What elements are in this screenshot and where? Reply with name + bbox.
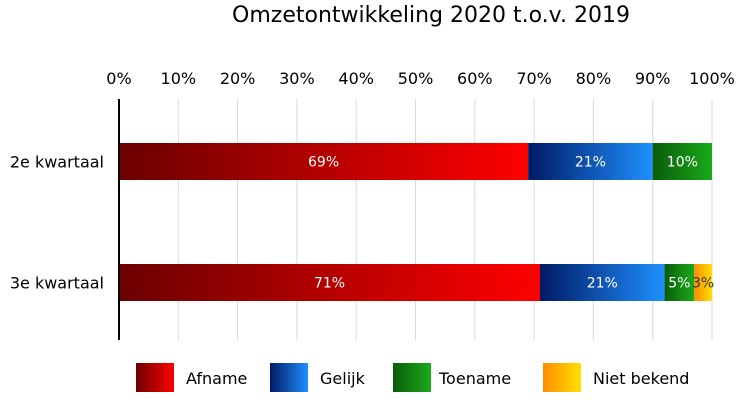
- x-tick-label: 90%: [635, 69, 671, 88]
- data-label: 21%: [575, 155, 606, 171]
- data-label: 21%: [587, 276, 618, 292]
- x-tick-label: 100%: [689, 69, 735, 88]
- data-label: 10%: [667, 155, 698, 171]
- data-label: 5%: [668, 276, 690, 292]
- data-label: 69%: [308, 155, 339, 171]
- legend-label-afname: Afname: [186, 369, 247, 388]
- legend: Afname Gelijk Toename Niet bekend: [136, 363, 689, 392]
- y-axis-categories: 2e kwartaal 3e kwartaal: [10, 153, 104, 293]
- bar-toename-2e-kwartaal: [652, 143, 712, 180]
- x-tick-label: 0%: [106, 69, 131, 88]
- bar-gelijk-2e-kwartaal: [528, 143, 653, 180]
- data-label: 71%: [314, 276, 345, 292]
- legend-swatch-afname: [136, 363, 174, 392]
- data-label: 3%: [692, 276, 714, 292]
- bar-gelijk-3e-kwartaal: [540, 264, 665, 301]
- x-tick-label: 10%: [161, 69, 197, 88]
- category-label: 2e kwartaal: [10, 153, 104, 172]
- bar-afname-2e-kwartaal: [119, 143, 529, 180]
- gridlines: [177, 99, 713, 340]
- legend-swatch-gelijk: [270, 363, 308, 392]
- legend-swatch-niet-bekend: [543, 363, 581, 392]
- x-tick-label: 70%: [516, 69, 552, 88]
- x-tick-label: 50%: [398, 69, 434, 88]
- legend-swatch-toename: [393, 363, 431, 392]
- x-tick-label: 40%: [338, 69, 374, 88]
- x-tick-label: 60%: [457, 69, 493, 88]
- x-axis-ticks: 0% 10% 20% 30% 40% 50% 60% 70% 80% 90% 100%: [106, 69, 735, 88]
- bar-niet-bekend-3e-kwartaal: [694, 264, 712, 301]
- x-tick-label: 20%: [220, 69, 256, 88]
- x-tick-label: 80%: [576, 69, 612, 88]
- x-tick-label: 30%: [279, 69, 315, 88]
- category-label: 3e kwartaal: [10, 274, 104, 293]
- bar-toename-3e-kwartaal: [664, 264, 695, 301]
- bars: 69% 21% 10% 71% 21% 5% 3%: [119, 143, 714, 301]
- legend-label-toename: Toename: [438, 369, 511, 388]
- chart-title: Omzetontwikkeling 2020 t.o.v. 2019: [232, 3, 630, 28]
- legend-label-niet-bekend: Niet bekend: [593, 369, 689, 388]
- bar-afname-3e-kwartaal: [119, 264, 541, 301]
- legend-label-gelijk: Gelijk: [320, 369, 366, 388]
